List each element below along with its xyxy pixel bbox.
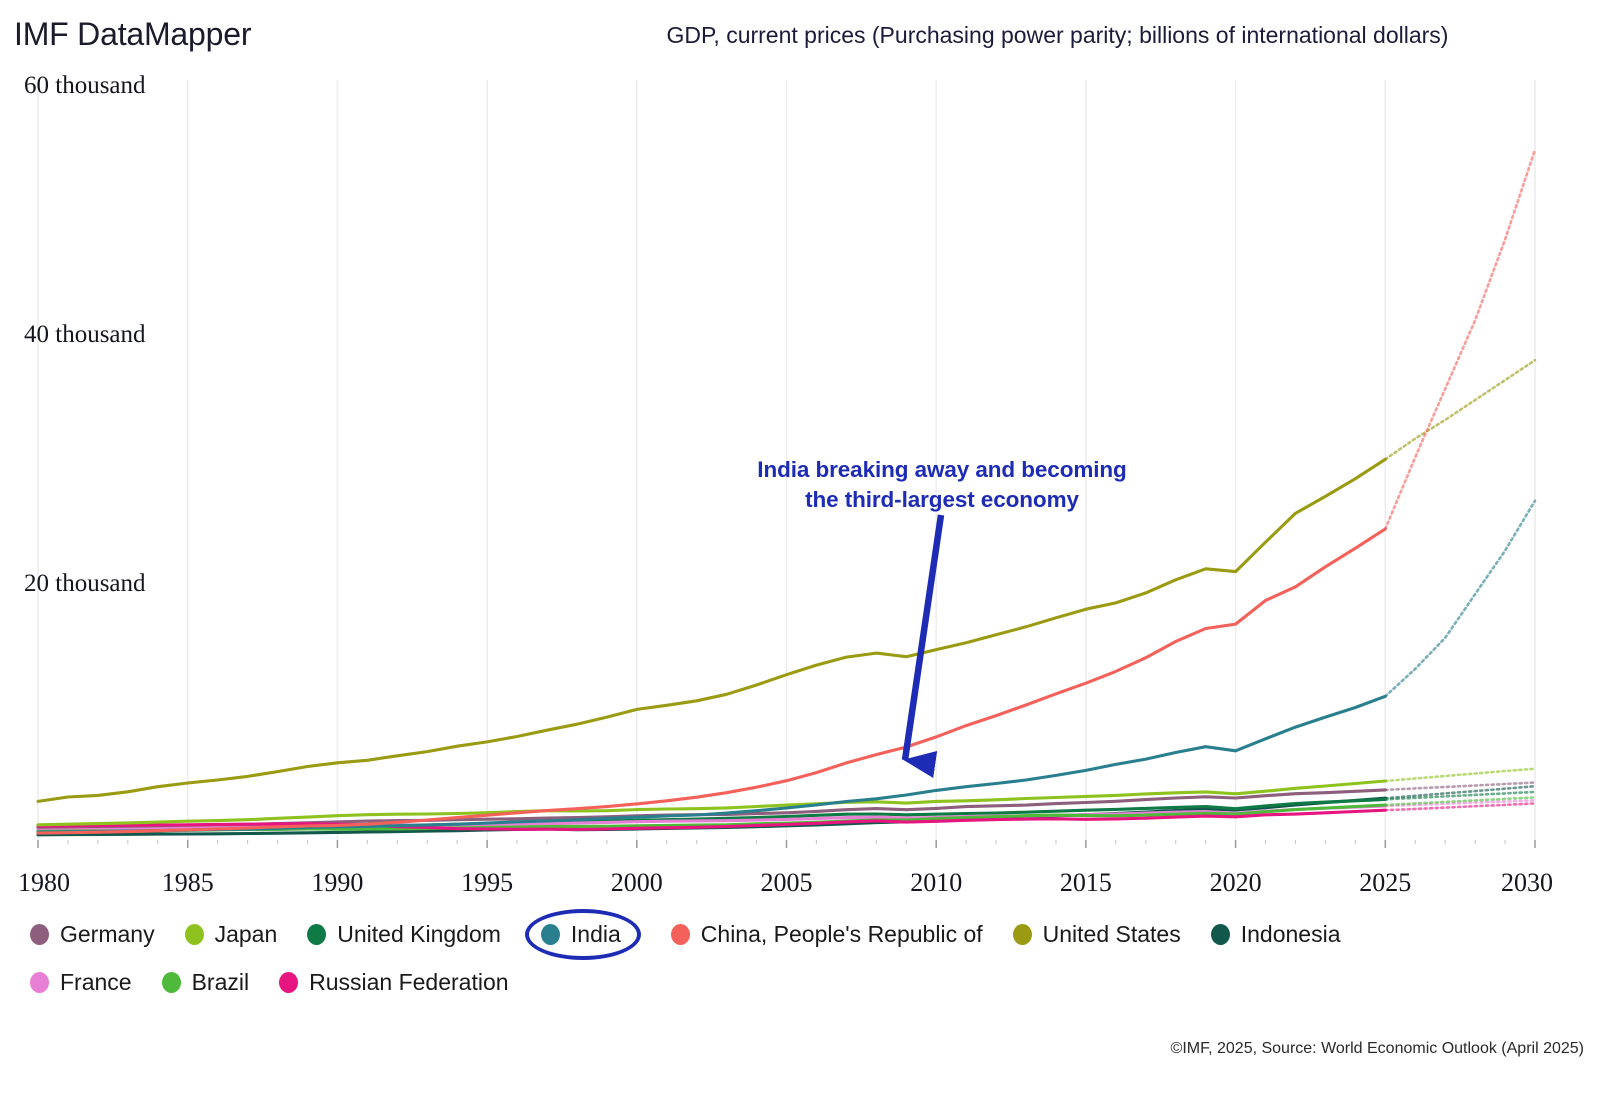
app-title: IMF DataMapper	[14, 16, 252, 52]
x-axis-tick-label: 2030	[1501, 868, 1553, 897]
annotation-arrow-line	[901, 514, 945, 778]
legend-row: France Brazil Russian Federation	[30, 958, 1590, 1006]
chart-series-layer	[36, 148, 1537, 837]
legend-swatch-icon	[540, 923, 560, 945]
series-line-historical	[36, 527, 1387, 835]
series-united-states	[36, 358, 1537, 803]
legend-swatch-icon	[184, 923, 204, 945]
series-line-forecast	[1384, 499, 1537, 698]
legend-item-germany[interactable]: Germany	[30, 921, 155, 948]
legend-label: Germany	[60, 920, 155, 947]
legend-label: China, People's Republic of	[700, 920, 983, 947]
x-axis-tick-label: 2010	[910, 868, 963, 897]
legend-swatch-icon	[279, 971, 299, 993]
series-line-historical	[36, 808, 1387, 832]
series-line-forecast	[1384, 799, 1537, 808]
legend-item-india[interactable]: India	[524, 908, 641, 960]
x-axis-tick-label: 2000	[610, 868, 663, 897]
legend-label: France	[60, 968, 132, 995]
legend-row: Germany Japan United Kingdom India China, Pe…	[30, 908, 1590, 960]
chart-gridlines	[37, 80, 1536, 840]
legend-label: Brazil	[191, 968, 250, 995]
series-line-forecast	[1384, 767, 1537, 783]
legend-item-united-kingdom[interactable]: United Kingdom	[307, 921, 501, 948]
series-line-forecast	[1384, 358, 1537, 461]
x-axis-tick-label: 1990	[311, 868, 364, 897]
series-china-people-s-republic-of	[36, 148, 1537, 835]
series-line-forecast	[1384, 781, 1537, 792]
series-line-forecast	[1384, 790, 1537, 801]
y-axis-tick-label: 20 thousand	[24, 570, 146, 597]
series-japan	[36, 767, 1537, 827]
legend-item-united-states[interactable]: United States	[1012, 920, 1181, 948]
legend-item-france[interactable]: France	[30, 969, 132, 996]
legend-item-china-people-s-republic-of[interactable]: China, People's Republic of	[670, 920, 983, 948]
series-line-forecast	[1384, 784, 1537, 800]
line-chart-svg	[36, 80, 1537, 848]
series-line-forecast	[1384, 148, 1537, 531]
legend-swatch-icon	[1012, 923, 1032, 945]
x-axis-tick-label: 2020	[1209, 868, 1262, 897]
series-russian-federation	[36, 802, 1537, 832]
legend-item-brazil[interactable]: Brazil	[161, 968, 250, 996]
legend-item-russian-federation[interactable]: Russian Federation	[279, 968, 509, 996]
footer-source-note: ©IMF, 2025, Source: World Economic Outlo…	[1170, 1040, 1584, 1057]
legend-label: Japan	[214, 920, 278, 947]
legend-swatch-icon	[30, 923, 49, 945]
legend-item-japan[interactable]: Japan	[184, 920, 278, 948]
legend-swatch-icon	[1210, 923, 1230, 945]
legend-swatch-icon	[161, 971, 181, 993]
annotation-line-2: the third-largest economy	[805, 486, 1079, 512]
annotation-line-1: India breaking away and becoming	[757, 457, 1127, 482]
x-axis-labels: 1980 1985 1990 1995 2000 2005 2010 2015 2020 2025…	[0, 868, 1600, 904]
series-line-historical	[36, 457, 1387, 803]
chart-subtitle: GDP, current prices (Purchasing power pa…	[666, 22, 1449, 48]
chart-plot-area: 20 thousand 40 thousand 60 thousand	[0, 60, 1600, 860]
legend-swatch-icon	[670, 923, 690, 945]
legend-label: India	[570, 920, 621, 947]
x-axis-tick-label: 1995	[461, 868, 514, 897]
series-line-historical	[36, 779, 1387, 827]
x-axis-tick-label: 2005	[760, 868, 813, 897]
series-line-forecast	[1384, 802, 1537, 812]
series-line-forecast	[1384, 796, 1537, 807]
legend-label: United Kingdom	[337, 920, 501, 947]
y-axis-tick-label: 60 thousand	[24, 72, 146, 99]
x-axis-tick-label: 1980	[18, 868, 70, 897]
annotation-arrow	[901, 514, 945, 778]
y-axis-tick-label: 40 thousand	[24, 321, 146, 348]
annotation-callout: India breaking away and becoming the thi…	[712, 455, 1172, 515]
x-axis-tick-label: 2025	[1359, 868, 1412, 897]
chart-legend: Germany Japan United Kingdom India China, Pe…	[30, 908, 1590, 1006]
legend-label: United States	[1042, 920, 1181, 947]
chart-minor-ticks	[37, 840, 1536, 848]
x-axis-tick-label: 1985	[161, 868, 214, 897]
legend-label: Russian Federation	[309, 968, 509, 995]
legend-swatch-icon	[30, 971, 49, 993]
legend-item-indonesia[interactable]: Indonesia	[1210, 920, 1341, 948]
legend-label: Indonesia	[1240, 920, 1341, 947]
x-axis-tick-label: 2015	[1059, 868, 1112, 897]
legend-swatch-icon	[307, 923, 327, 945]
